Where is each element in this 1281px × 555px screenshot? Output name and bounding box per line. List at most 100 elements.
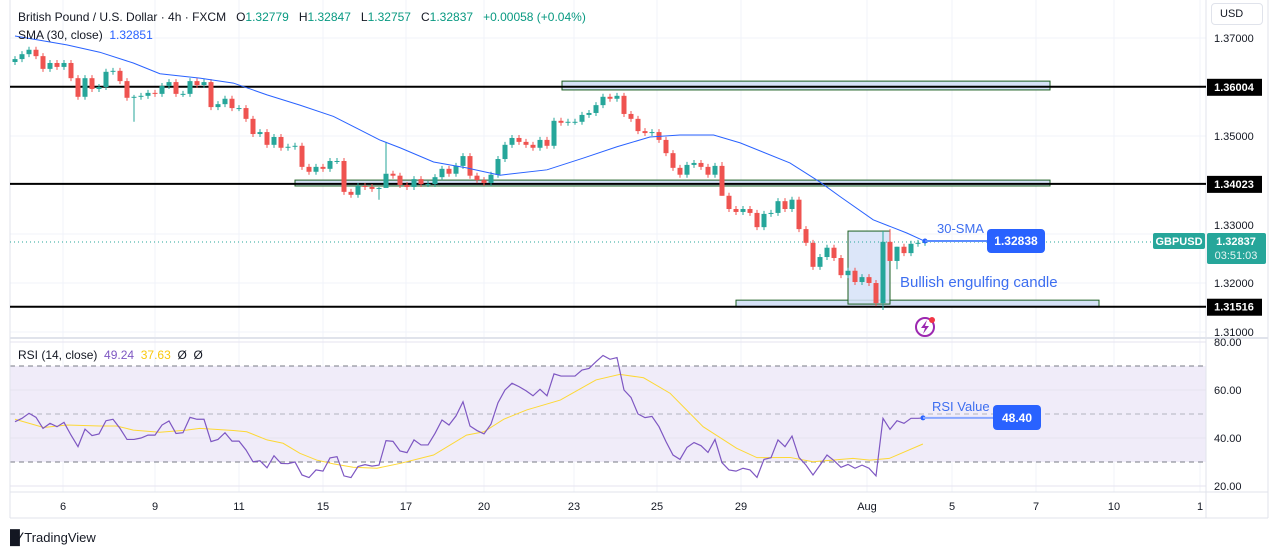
candle-bearish[interactable]: [887, 241, 893, 261]
candle-bullish[interactable]: [915, 242, 921, 244]
candle-bullish[interactable]: [712, 165, 718, 175]
candle-bearish[interactable]: [621, 95, 627, 114]
candle-bullish[interactable]: [614, 95, 620, 99]
currency-button[interactable]: USD: [1211, 3, 1263, 25]
candle-bearish[interactable]: [306, 166, 312, 172]
candle-bullish[interactable]: [222, 98, 228, 105]
candle-bearish[interactable]: [663, 139, 669, 154]
candle-bullish[interactable]: [82, 78, 88, 97]
lightning-bolt-icon[interactable]: [915, 317, 935, 337]
candle-bearish[interactable]: [866, 277, 872, 283]
candle-bearish[interactable]: [250, 118, 256, 135]
candle-bullish[interactable]: [572, 121, 578, 123]
candle-bullish[interactable]: [579, 114, 585, 122]
candle-bullish[interactable]: [285, 146, 291, 148]
candle-bullish[interactable]: [551, 120, 557, 146]
candle-bearish[interactable]: [397, 175, 403, 185]
candle-bullish[interactable]: [439, 168, 445, 178]
candle-bullish[interactable]: [488, 174, 494, 184]
candle-bearish[interactable]: [670, 153, 676, 168]
candle-bullish[interactable]: [908, 243, 914, 254]
candle-bullish[interactable]: [495, 159, 501, 175]
candle-bullish[interactable]: [271, 136, 277, 145]
candle-bullish[interactable]: [215, 104, 221, 108]
candle-bearish[interactable]: [278, 136, 284, 148]
candle-bullish[interactable]: [775, 201, 781, 213]
candle-bearish[interactable]: [544, 139, 550, 146]
candle-bearish[interactable]: [208, 82, 214, 108]
candle-bullish[interactable]: [131, 96, 137, 98]
candle-bearish[interactable]: [320, 166, 326, 169]
resistance-zone-upper[interactable]: [561, 80, 1051, 91]
candle-bullish[interactable]: [880, 241, 886, 304]
candle-bearish[interactable]: [831, 247, 837, 259]
candle-bullish[interactable]: [180, 93, 186, 95]
candle-bullish[interactable]: [138, 95, 144, 97]
candle-bearish[interactable]: [89, 78, 95, 89]
candle-bullish[interactable]: [509, 137, 515, 145]
candle-bullish[interactable]: [824, 247, 830, 258]
candle-bullish[interactable]: [740, 209, 746, 212]
candle-bearish[interactable]: [418, 179, 424, 185]
candle-bearish[interactable]: [152, 92, 158, 94]
candle-bullish[interactable]: [845, 270, 851, 276]
candle-bullish[interactable]: [19, 54, 25, 60]
rsi-legend[interactable]: RSI (14, close) 49.24 37.63 Ø Ø: [18, 348, 203, 362]
candle-bullish[interactable]: [649, 132, 655, 134]
footer-brand[interactable]: █⁄ TradingView: [10, 529, 96, 545]
candle-bearish[interactable]: [362, 185, 368, 187]
candle-bearish[interactable]: [726, 195, 732, 210]
candle-bullish[interactable]: [761, 213, 767, 228]
candle-bearish[interactable]: [810, 242, 816, 267]
candle-bearish[interactable]: [481, 180, 487, 184]
candle-bullish[interactable]: [502, 144, 508, 160]
candle-bearish[interactable]: [733, 209, 739, 212]
candle-bullish[interactable]: [292, 145, 298, 147]
candle-bearish[interactable]: [75, 78, 81, 97]
candle-bullish[interactable]: [817, 257, 823, 267]
candle-bullish[interactable]: [110, 70, 116, 72]
candle-bullish[interactable]: [376, 187, 382, 189]
candle-bullish[interactable]: [593, 105, 599, 113]
candle-bullish[interactable]: [187, 81, 193, 94]
candle-bullish[interactable]: [453, 165, 459, 174]
rsi-line[interactable]: [14, 354, 926, 479]
candle-bearish[interactable]: [264, 132, 270, 145]
candle-bearish[interactable]: [40, 56, 46, 69]
candle-bearish[interactable]: [642, 131, 648, 134]
candle-bearish[interactable]: [68, 62, 74, 79]
candle-bullish[interactable]: [425, 184, 431, 186]
candle-bearish[interactable]: [243, 108, 249, 119]
candle-bullish[interactable]: [684, 164, 690, 175]
candle-bearish[interactable]: [803, 229, 809, 243]
candle-bullish[interactable]: [537, 139, 543, 148]
candle-bearish[interactable]: [698, 162, 704, 167]
candle-bullish[interactable]: [61, 62, 67, 67]
candle-bearish[interactable]: [628, 113, 634, 119]
candle-bullish[interactable]: [236, 108, 242, 110]
candle-bearish[interactable]: [782, 201, 788, 210]
candle-bullish[interactable]: [26, 49, 32, 55]
candle-bullish[interactable]: [600, 96, 606, 106]
candle-bearish[interactable]: [530, 144, 536, 148]
candle-bearish[interactable]: [124, 81, 130, 98]
candle-bullish[interactable]: [355, 185, 361, 195]
candle-bullish[interactable]: [586, 112, 592, 115]
candle-bullish[interactable]: [894, 246, 900, 261]
candle-bearish[interactable]: [516, 137, 522, 142]
candle-bullish[interactable]: [159, 86, 165, 94]
candle-bullish[interactable]: [313, 166, 319, 172]
candle-bullish[interactable]: [166, 82, 172, 87]
rsi-ma-line[interactable]: [14, 373, 924, 469]
candle-bearish[interactable]: [873, 283, 879, 304]
sma-legend[interactable]: SMA (30, close) 1.32851: [18, 28, 153, 42]
candle-bullish[interactable]: [103, 71, 109, 87]
candle-bearish[interactable]: [194, 81, 200, 86]
candle-bullish[interactable]: [327, 160, 333, 169]
candle-bearish[interactable]: [173, 82, 179, 94]
candle-bullish[interactable]: [201, 82, 207, 86]
candle-bearish[interactable]: [369, 186, 375, 189]
sma-line[interactable]: [14, 35, 926, 242]
candle-bullish[interactable]: [145, 92, 151, 96]
